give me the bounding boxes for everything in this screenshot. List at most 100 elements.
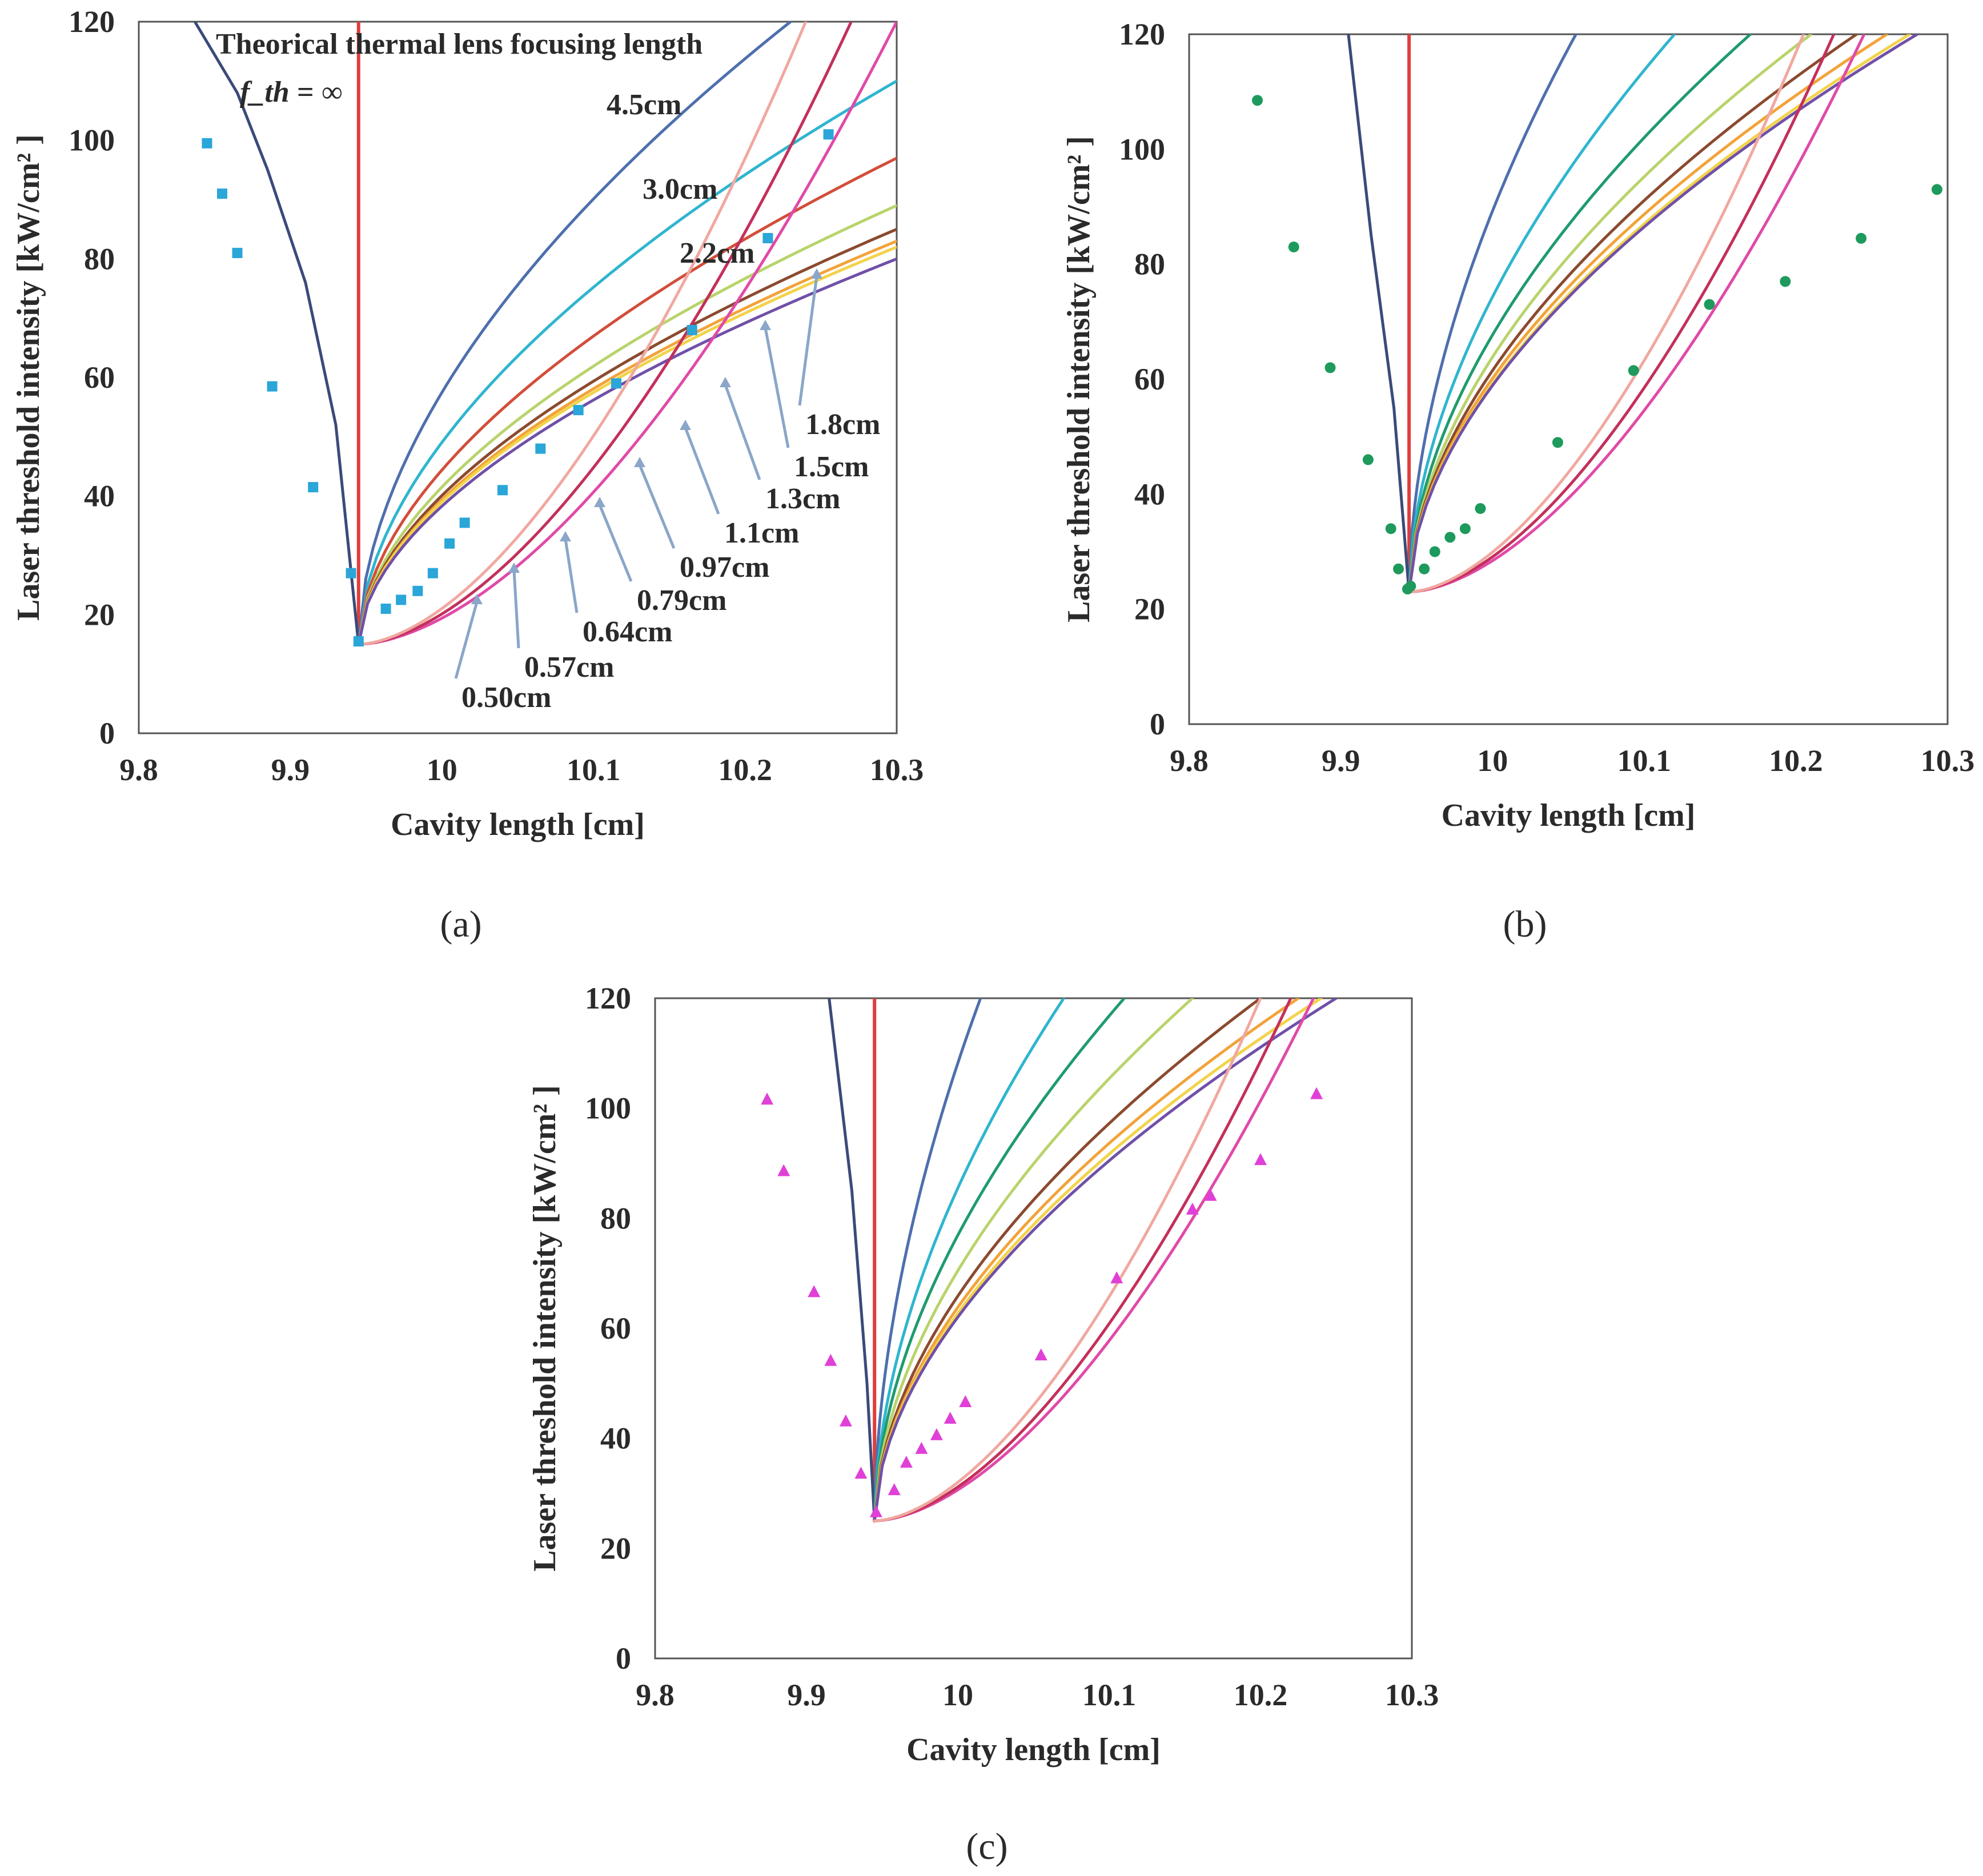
data-point xyxy=(1429,546,1440,557)
curve-arrow xyxy=(724,384,761,480)
theory-curve-4-5cm xyxy=(357,22,792,646)
data-point xyxy=(232,247,243,258)
data-point xyxy=(427,568,438,579)
x-tick-label: 10.3 xyxy=(1385,1678,1439,1712)
x-tick-label: 10.1 xyxy=(567,753,621,787)
y-tick-label: 80 xyxy=(84,242,115,276)
data-point xyxy=(1204,1188,1217,1201)
y-tick-label: 20 xyxy=(84,597,115,632)
curve-arrow xyxy=(454,601,479,679)
theory-curve-left-branch xyxy=(193,22,360,646)
y-tick-label: 60 xyxy=(84,360,115,395)
curve-arrowhead xyxy=(560,531,571,541)
x-tick-label: 9.8 xyxy=(636,1678,675,1712)
theory-curve-1-5cm xyxy=(873,998,1262,1523)
x-tick-label: 9.8 xyxy=(119,753,158,787)
data-point xyxy=(202,138,212,148)
data-point xyxy=(497,485,508,496)
y-tick-label: 60 xyxy=(600,1311,631,1345)
data-point xyxy=(1252,95,1263,106)
curve-label: 1.5cm xyxy=(794,451,869,483)
data-point xyxy=(396,594,407,605)
theory-curve-1-8cm xyxy=(357,204,897,646)
data-point xyxy=(1780,276,1791,287)
data-point xyxy=(808,1285,821,1297)
curve-label: 0.50cm xyxy=(461,681,551,714)
y-tick-label: 0 xyxy=(1150,707,1165,741)
y-tick-label: 0 xyxy=(99,716,115,750)
x-tick-label: 10.3 xyxy=(1921,744,1975,778)
data-point xyxy=(930,1428,943,1440)
theory-curve-2-2cm xyxy=(873,998,1126,1523)
theory-curve-1-1cm xyxy=(357,246,897,646)
plot-frame xyxy=(1188,33,1949,725)
curve-label: 2.2cm xyxy=(680,237,754,270)
y-axis-label: Laser threshold intensity [kW/cm² ] xyxy=(527,1085,563,1572)
data-point xyxy=(888,1483,901,1496)
y-tick-label: 100 xyxy=(69,123,115,158)
y-tick-label: 20 xyxy=(600,1531,631,1565)
x-tick-label: 9.9 xyxy=(271,753,310,787)
curve-arrowhead xyxy=(508,563,520,573)
theory-curve-3-0cm xyxy=(1407,34,1676,593)
curve-arrow xyxy=(684,427,720,515)
data-point xyxy=(1393,563,1404,575)
panel-caption: (b) xyxy=(1503,903,1547,945)
y-tick-label: 0 xyxy=(616,1641,631,1676)
data-point xyxy=(412,585,423,596)
y-axis-label: Laser threshold intensity [kW/cm² ] xyxy=(11,134,46,621)
theory-curve-0-57cm xyxy=(1407,34,1805,593)
curve-label: 3.0cm xyxy=(643,173,717,206)
data-point xyxy=(1288,241,1299,252)
data-point xyxy=(611,378,622,389)
plot-frame xyxy=(654,997,1413,1660)
curve-arrowhead xyxy=(634,457,645,467)
x-tick-label: 10 xyxy=(1477,744,1508,778)
data-point xyxy=(1704,299,1715,310)
curve-arrowhead xyxy=(680,420,691,430)
curve-arrow xyxy=(798,276,818,406)
data-point xyxy=(1552,437,1563,448)
curve-label: 0.64cm xyxy=(583,616,672,648)
data-point xyxy=(1628,365,1639,376)
panel-a-annotations: Theorical thermal lens focusing length f_… xyxy=(216,28,880,714)
theory-curve-0-64cm xyxy=(357,22,853,646)
theory-curve-1-3cm xyxy=(1407,34,1889,593)
chart-panel-c: 9.8 9.9 10 10.1 10.2 10.3 0 20 40 60 80 100 120 Cavit… xyxy=(527,981,1439,1867)
x-tick-label: 10.2 xyxy=(1234,1678,1288,1712)
y-axis-label: Laser threshold intensity [kW/cm² ] xyxy=(1061,136,1097,622)
theory-curve-1-5cm xyxy=(357,227,897,646)
infinite-focus-label: f_th = ∞ xyxy=(240,76,342,109)
theory-curve-0-97cm xyxy=(873,998,1338,1523)
x-tick-label: 10.1 xyxy=(1617,744,1672,778)
curve-arrow xyxy=(598,504,633,582)
curve-arrow xyxy=(564,539,579,613)
curve-arrowhead xyxy=(594,497,605,507)
theory-curve-1-8cm xyxy=(1407,34,1813,593)
theory-curve-2-2cm xyxy=(1407,34,1752,593)
y-tick-label: 100 xyxy=(1119,132,1165,166)
data-point xyxy=(869,1505,882,1517)
y-tick-label: 40 xyxy=(84,479,115,513)
data-point xyxy=(824,1353,837,1366)
data-point xyxy=(267,381,278,392)
curve-label: 1.3cm xyxy=(765,483,840,515)
curve-group xyxy=(1347,34,1919,594)
theory-curve-4-5cm xyxy=(1407,34,1577,593)
data-point xyxy=(1362,454,1374,465)
curve-arrowhead xyxy=(720,377,731,387)
theory-curve-3-0cm xyxy=(357,79,897,646)
data-point xyxy=(1405,580,1416,592)
curve-label: 1.1cm xyxy=(724,517,799,549)
theory-curve-0-57cm xyxy=(873,998,1262,1523)
theory-curve-0-57cm xyxy=(357,22,808,646)
data-point xyxy=(380,603,391,614)
theory-curve-0-97cm xyxy=(1407,34,1919,593)
curve-arrowhead xyxy=(811,268,822,279)
curve-label: 0.79cm xyxy=(637,584,726,617)
data-point xyxy=(535,443,546,454)
data-point xyxy=(1034,1348,1047,1361)
data-point xyxy=(687,324,697,335)
data-point xyxy=(823,129,834,140)
x-tick-label: 9.9 xyxy=(1322,744,1360,778)
